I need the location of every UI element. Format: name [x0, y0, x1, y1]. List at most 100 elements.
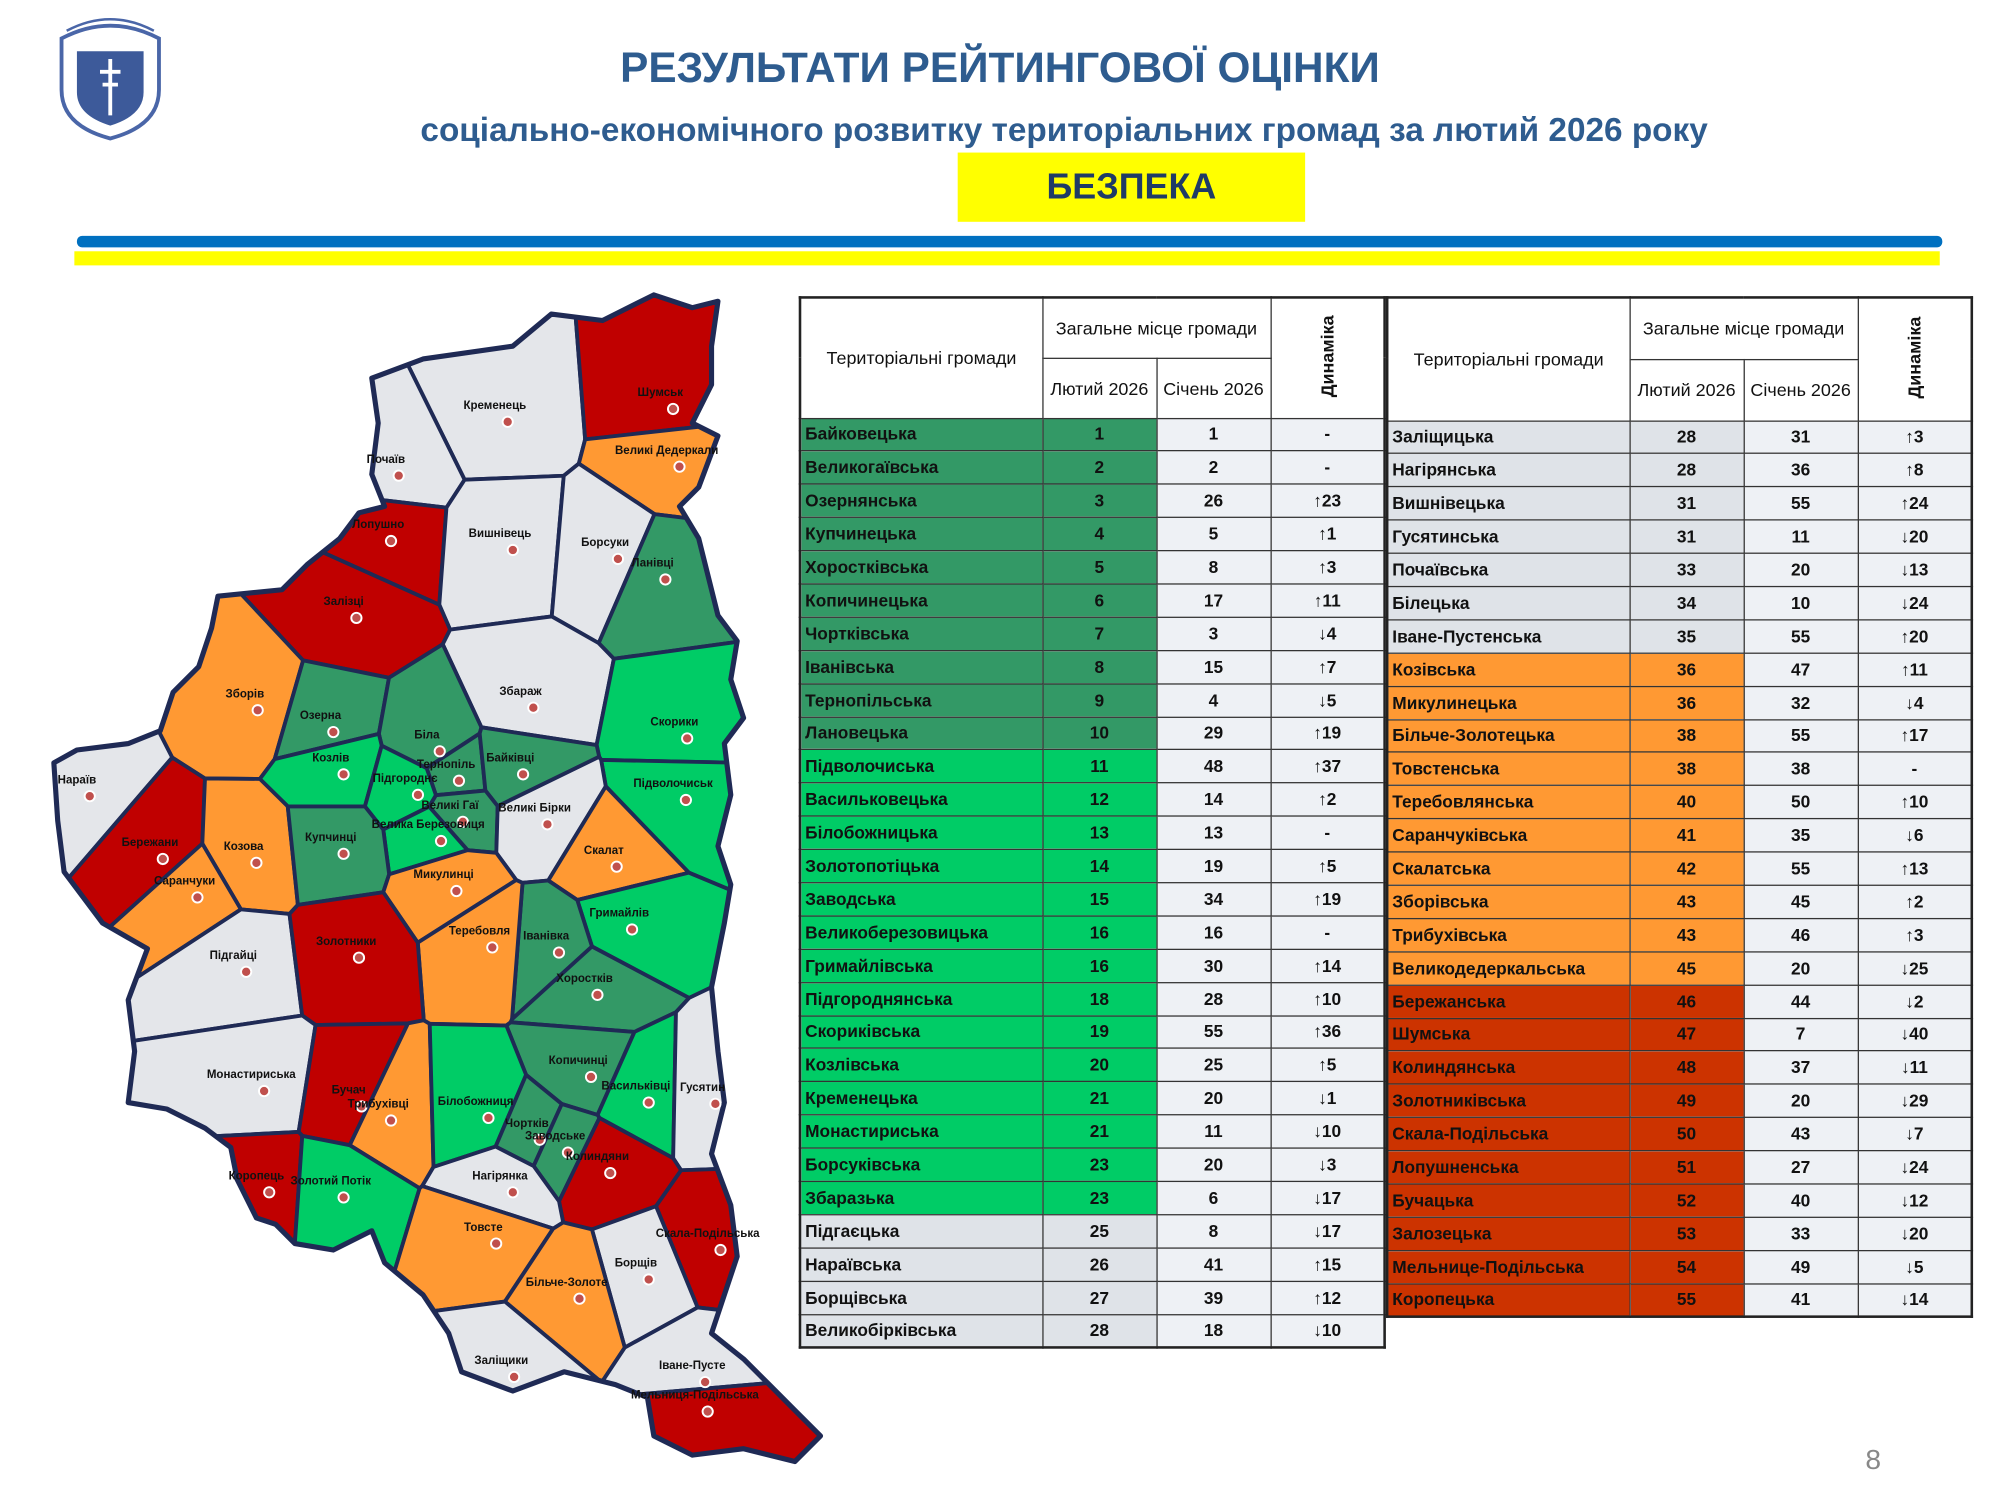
table-row: Золотниківська 49 20 ↓29 — [1386, 1083, 1973, 1119]
map-label: Товсте — [464, 1222, 503, 1234]
table-cell: 51 — [1628, 1150, 1745, 1185]
table-row: Нараївська 26 41 ↑15 — [799, 1247, 1386, 1282]
subtitle: соціально-економічного розвитку територі… — [420, 110, 1708, 149]
table-row: Великобірківська 28 18 ↓10 — [799, 1313, 1386, 1348]
table-row: Бучацька 52 40 ↓12 — [1386, 1183, 1973, 1218]
map-label: Заводське — [525, 1131, 586, 1143]
table-row: Коропецька 55 41 ↓14 — [1386, 1282, 1973, 1318]
table-cell: 31 — [1628, 519, 1745, 554]
town-dot — [659, 573, 672, 586]
table-row: Збаразька 23 6 ↓17 — [799, 1180, 1386, 1216]
table-cell: Підгороднянська — [799, 981, 1043, 1017]
table-cell: 1 — [1155, 417, 1272, 452]
table-cell: Зборівська — [1386, 884, 1631, 920]
table-row: Трибухівська 43 46 ↑3 — [1386, 917, 1973, 953]
table-cell: 28 — [1041, 1313, 1158, 1348]
table-cell: 11 — [1742, 519, 1859, 554]
map-label: Золотники — [316, 936, 376, 948]
table-row: Борщівська 27 39 ↑12 — [799, 1280, 1386, 1315]
table-cell: ↓40 — [1857, 1017, 1973, 1052]
map-label: Великі Гаї — [421, 800, 479, 812]
map-label: Білобожниця — [438, 1096, 514, 1108]
town-dot — [552, 946, 566, 959]
table-row: Підволочиська 11 48 ↑37 — [799, 749, 1386, 784]
table-cell: ↑24 — [1857, 486, 1973, 521]
table-row: Зборівська 43 45 ↑2 — [1386, 884, 1973, 920]
table-row: Лопушненська 51 27 ↓24 — [1386, 1150, 1973, 1185]
table-cell: 43 — [1628, 884, 1745, 920]
table-cell: 42 — [1628, 851, 1745, 886]
table-row: Теребовлянська 40 50 ↑10 — [1386, 784, 1973, 820]
town-dot — [337, 847, 350, 860]
map-label: Хоростків — [556, 973, 613, 985]
map-label: Мельниця-Подільська — [631, 1390, 759, 1402]
table-row: Підгороднянська 18 28 ↑10 — [799, 981, 1386, 1017]
table-cell: 28 — [1628, 453, 1745, 488]
table-cell: ↑20 — [1857, 619, 1973, 654]
map-label: Козлів — [312, 753, 349, 765]
table-cell: 45 — [1742, 884, 1859, 920]
table-cell: 12 — [1041, 782, 1158, 817]
table-cell: 33 — [1628, 552, 1745, 588]
town-dot — [350, 611, 363, 625]
table-cell: ↓4 — [1857, 685, 1973, 720]
table-cell: 15 — [1155, 649, 1272, 685]
town-dot — [83, 790, 96, 803]
table-cell: ↓24 — [1857, 585, 1973, 621]
town-dot — [625, 923, 639, 936]
table-cell: 28 — [1155, 981, 1272, 1017]
page-number: 8 — [1865, 1443, 1882, 1476]
table-row: Гримайлівська 16 30 ↑14 — [799, 948, 1386, 983]
table-cell: 55 — [1628, 1282, 1745, 1318]
town-dot — [701, 1405, 714, 1418]
table-cell: Кременецька — [799, 1081, 1043, 1116]
table-cell: 34 — [1155, 882, 1272, 917]
map-label: Трибухівці — [348, 1099, 409, 1111]
table-cell: 33 — [1742, 1216, 1859, 1251]
table-cell: Золотниківська — [1386, 1083, 1631, 1119]
table-cell: 23 — [1041, 1147, 1158, 1183]
table-cell: Коропецька — [1386, 1282, 1631, 1318]
table-cell: 17 — [1155, 583, 1272, 618]
town-dot — [384, 534, 398, 548]
table-cell: Чортківська — [799, 616, 1043, 651]
title: РЕЗУЛЬТАТИ РЕЙТИНГОВОЇ ОЦІНКИ — [620, 43, 1380, 92]
town-dot — [486, 941, 499, 954]
ranking-table: Територіальні громади Загальне місце гром… — [1385, 296, 1974, 1319]
map-outline — [51, 292, 824, 1465]
table-cell: ↓10 — [1269, 1313, 1386, 1348]
table-row: Козівська 36 47 ↑11 — [1386, 652, 1973, 687]
table-row: Гусятинська 31 11 ↓20 — [1386, 519, 1973, 554]
table-cell: - — [1857, 751, 1973, 787]
town-dot — [506, 1186, 519, 1199]
table-cell: 25 — [1155, 1047, 1272, 1083]
table-cell: Мельнице-Подільська — [1386, 1249, 1631, 1285]
table-cell: Копичинецька — [799, 583, 1043, 618]
table-cell: - — [1269, 417, 1386, 452]
map-label: Підгороднє — [373, 773, 439, 785]
table-cell: 9 — [1041, 682, 1158, 718]
table-cell: Купчинецька — [799, 516, 1043, 552]
map-label: Гусятин — [680, 1082, 725, 1094]
table-cell: 10 — [1041, 716, 1158, 751]
table-cell: Заліщицька — [1386, 419, 1631, 455]
table-cell: Товстенська — [1386, 751, 1631, 787]
table-cell: Білецька — [1386, 585, 1631, 621]
table-row: Нагірянська 28 36 ↑8 — [1386, 453, 1973, 488]
town-dot — [250, 856, 263, 869]
table-cell: ↑3 — [1269, 550, 1386, 585]
town-dot — [490, 1237, 503, 1250]
table-cell: ↓13 — [1857, 552, 1973, 588]
table-cell: ↑10 — [1857, 784, 1973, 820]
table-row: Козлівська 20 25 ↑5 — [799, 1047, 1386, 1083]
table-row: Микулинецька 36 32 ↓4 — [1386, 685, 1973, 720]
table-row: Залозецька 53 33 ↓20 — [1386, 1216, 1973, 1251]
map-label: Великі Бірки — [498, 803, 571, 815]
table-cell: 13 — [1155, 815, 1272, 851]
table-cell: Скалатська — [1386, 851, 1631, 886]
table-cell: Підволочиська — [799, 749, 1043, 784]
table-cell: Тернопільська — [799, 682, 1043, 718]
town-dot — [611, 552, 625, 566]
table-cell: ↑3 — [1857, 419, 1973, 455]
map-label: Купчинці — [305, 832, 356, 844]
